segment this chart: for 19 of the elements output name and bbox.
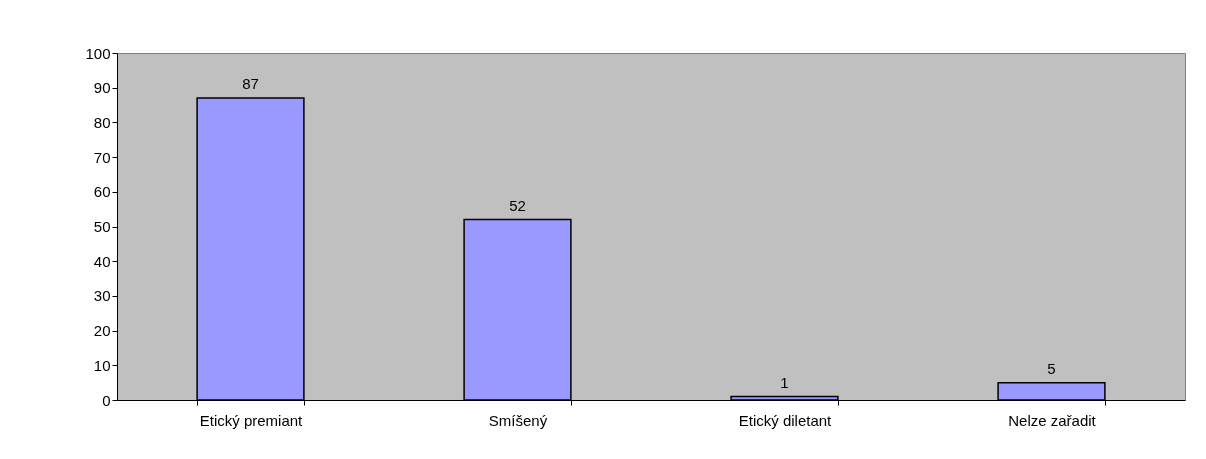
y-tick-label: 10 xyxy=(93,356,111,374)
x-tick-label: Smíšený xyxy=(488,411,548,429)
y-tick-label: 30 xyxy=(93,287,111,305)
data-label: 87 xyxy=(242,75,259,93)
y-tick-label: 0 xyxy=(102,391,111,409)
y-tick-label: 80 xyxy=(93,113,111,131)
y-tick-label: 40 xyxy=(93,252,111,270)
x-tick-label: Etický diletant xyxy=(738,411,833,429)
data-label: 1 xyxy=(780,373,789,391)
data-label: 52 xyxy=(509,196,526,214)
x-tick-label: Nelze zařadit xyxy=(1008,411,1097,429)
y-tick-label: 90 xyxy=(93,79,111,97)
y-tick-label: 100 xyxy=(85,44,111,62)
y-tick-label: 50 xyxy=(93,218,111,235)
x-tick-label: Etický premiant xyxy=(199,411,304,429)
data-label: 5 xyxy=(1047,359,1056,377)
y-tick-label: 70 xyxy=(93,148,111,166)
y-tick-label: 20 xyxy=(93,322,111,340)
y-tick-label: 60 xyxy=(93,183,111,201)
